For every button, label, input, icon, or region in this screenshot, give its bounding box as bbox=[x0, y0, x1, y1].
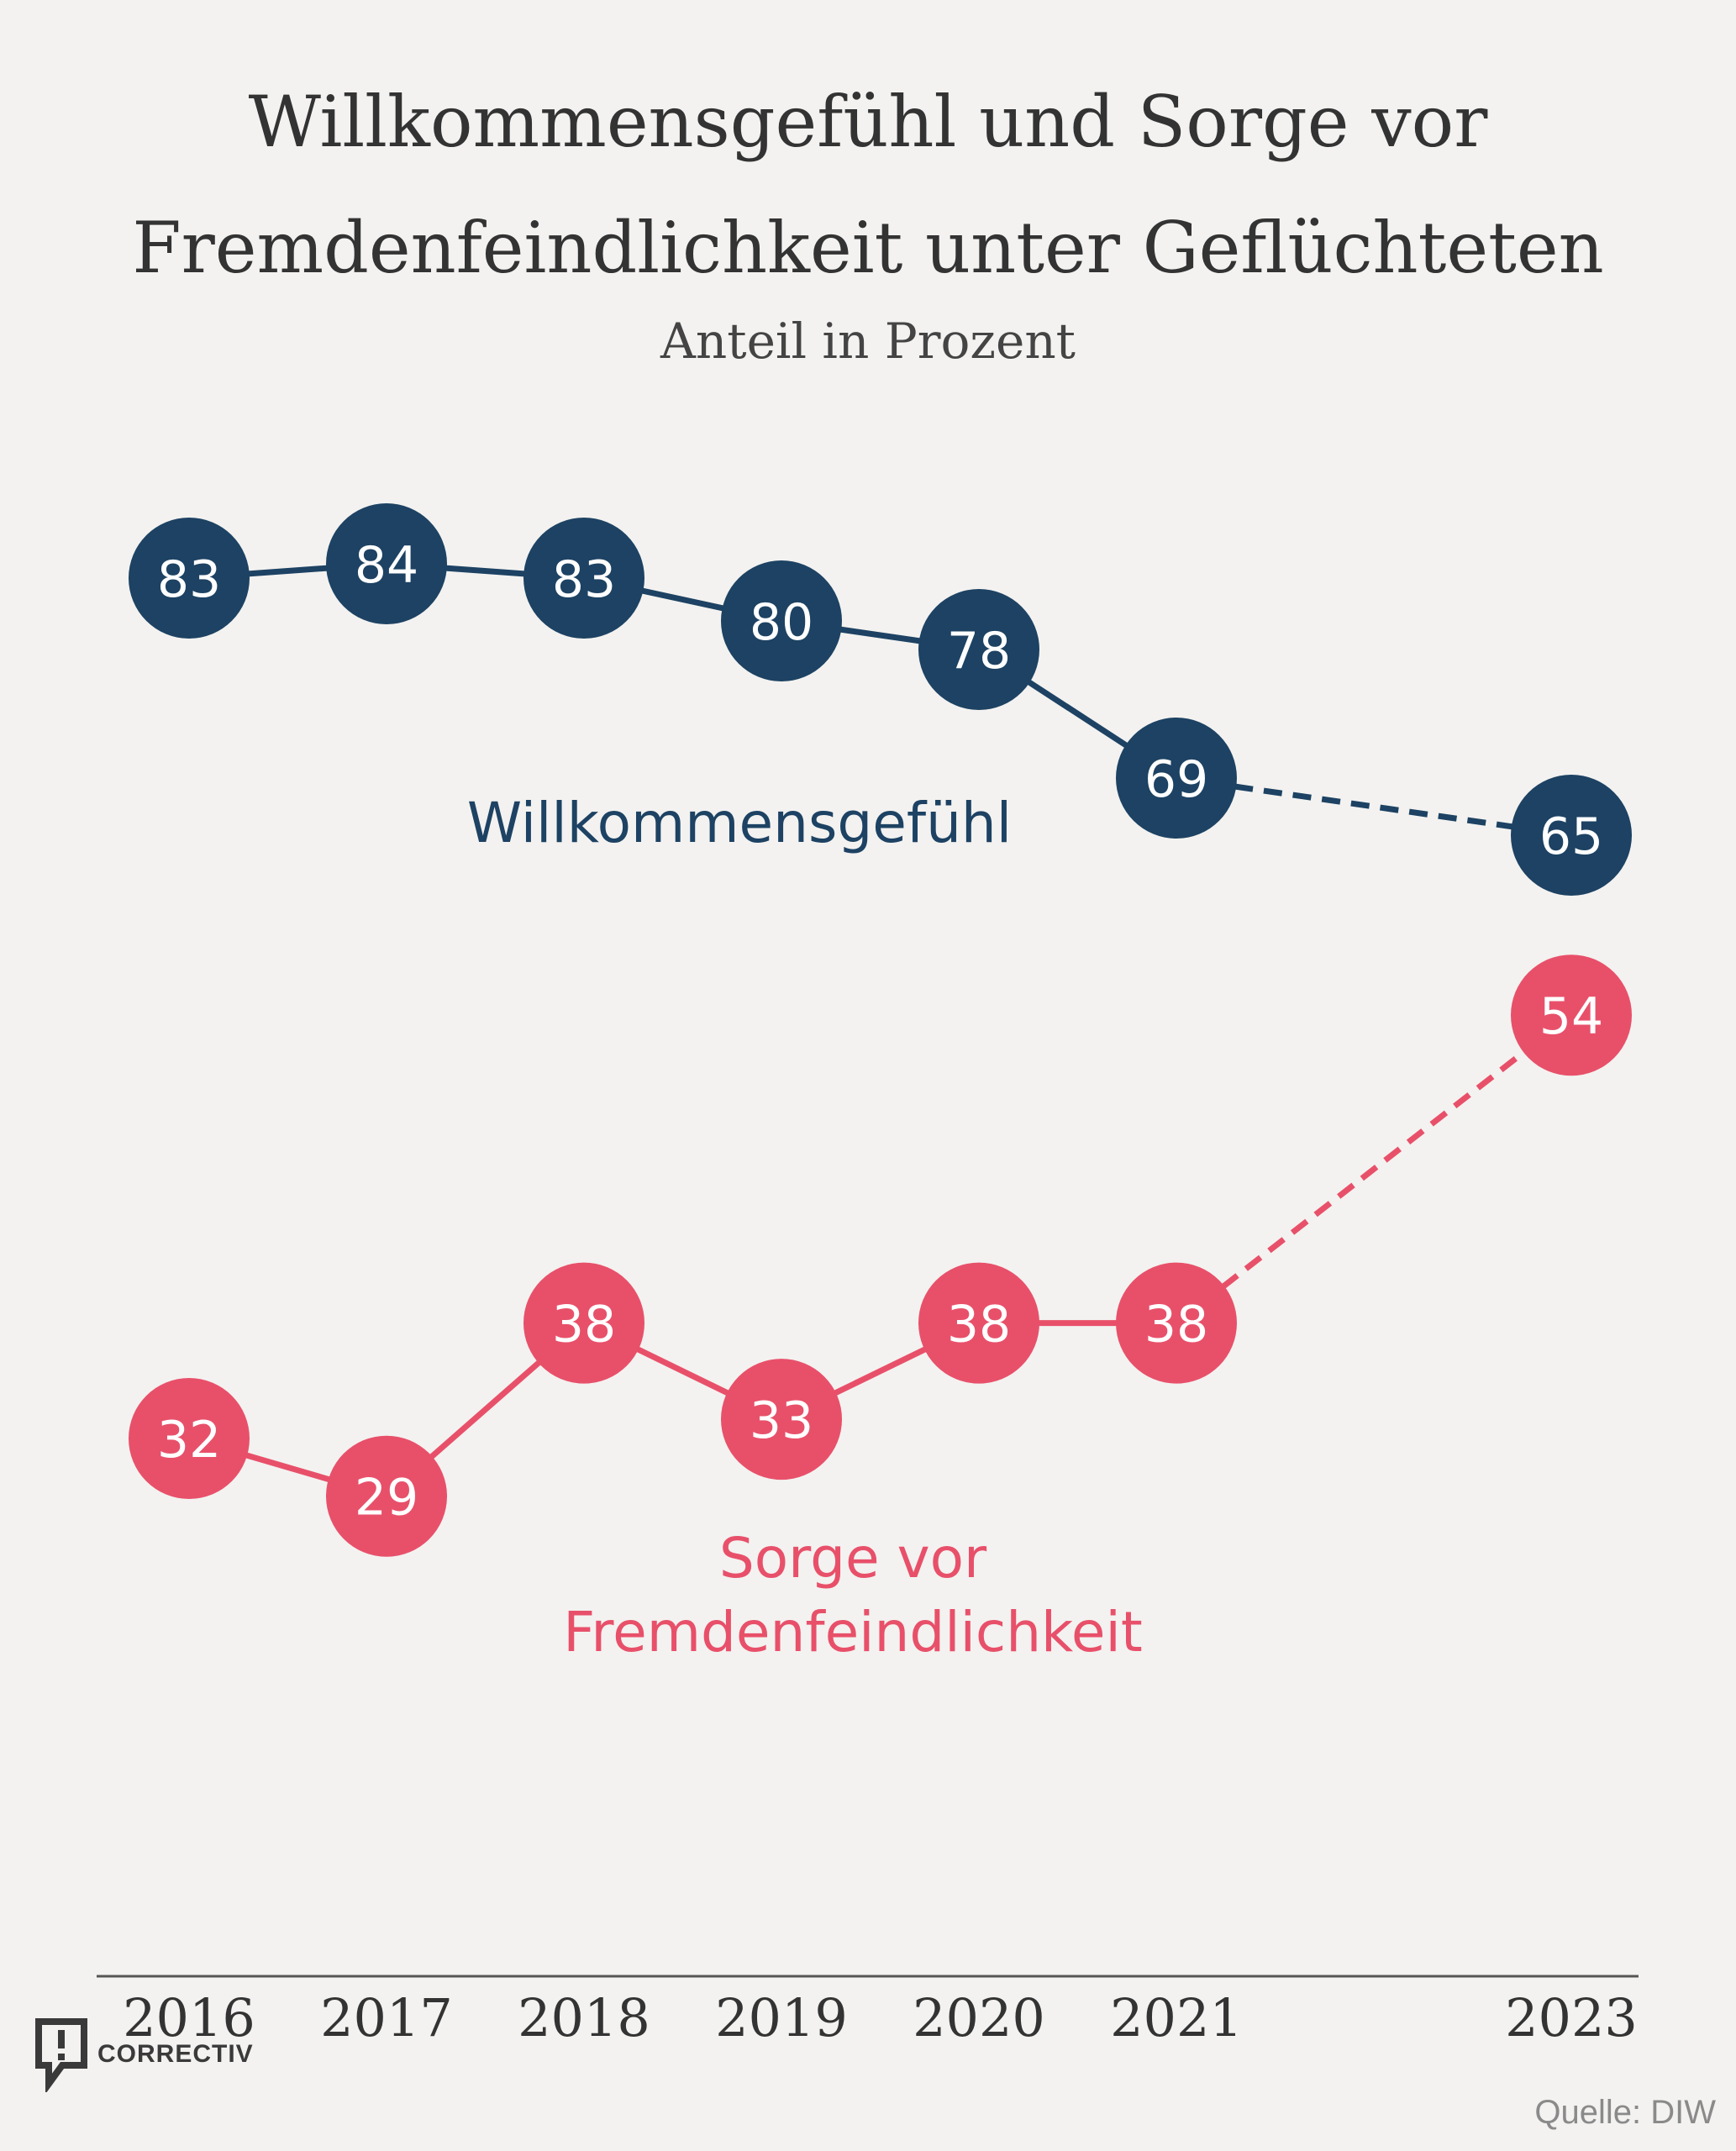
data-label: 69 bbox=[1144, 750, 1208, 809]
series-label-willkommensgefuehl: Willkommensgefühl bbox=[467, 791, 1012, 855]
data-label: 38 bbox=[947, 1296, 1011, 1354]
data-point bbox=[1511, 955, 1632, 1076]
x-tick-label: 2023 bbox=[1505, 1987, 1638, 2048]
series-line-dashed-segment bbox=[1174, 1012, 1574, 1326]
data-point bbox=[721, 1359, 842, 1480]
data-label: 54 bbox=[1539, 987, 1603, 1046]
data-point bbox=[523, 518, 644, 639]
data-point bbox=[1511, 775, 1632, 896]
data-label: 84 bbox=[355, 536, 418, 595]
chart-subtitle: Anteil in Prozent bbox=[660, 313, 1076, 370]
series-label-sorge-line: Sorge vor bbox=[719, 1526, 987, 1591]
data-point bbox=[918, 589, 1039, 710]
data-point bbox=[129, 518, 250, 639]
data-label: 65 bbox=[1539, 807, 1603, 866]
data-label: 83 bbox=[552, 550, 616, 609]
data-label: 38 bbox=[1144, 1296, 1208, 1354]
source-note: Quelle: DIW bbox=[1534, 2094, 1716, 2131]
data-point bbox=[721, 560, 842, 681]
data-label: 38 bbox=[552, 1296, 616, 1354]
data-label: 29 bbox=[355, 1469, 418, 1528]
x-tick-label: 2018 bbox=[518, 1987, 650, 2048]
chart-title: Willkommensgefühl und Sorge vor Fremdenf… bbox=[0, 59, 1736, 311]
logo-text: CORRECTIV bbox=[97, 2040, 254, 2068]
data-label: 78 bbox=[947, 622, 1011, 681]
x-tick-label: 2016 bbox=[123, 1987, 255, 2048]
correctiv-logo: CORRECTIV bbox=[34, 2017, 254, 2092]
data-point bbox=[1116, 1262, 1237, 1384]
data-point bbox=[918, 1262, 1039, 1384]
data-point bbox=[129, 1378, 250, 1499]
data-point bbox=[326, 1435, 447, 1557]
data-label: 80 bbox=[750, 593, 813, 652]
correctiv-speech-bubble-icon bbox=[35, 2018, 87, 2092]
x-tick-label: 2019 bbox=[715, 1987, 848, 2048]
data-label: 83 bbox=[157, 550, 221, 609]
data-point bbox=[523, 1262, 644, 1384]
data-point bbox=[1116, 718, 1237, 839]
x-tick-label: 2020 bbox=[913, 1987, 1045, 2048]
x-tick-label: 2021 bbox=[1110, 1987, 1243, 2048]
data-point bbox=[326, 503, 447, 624]
chart-title-line-2: Fremdenfeindlichkeit unter Geflüchteten bbox=[132, 207, 1604, 289]
data-label: 32 bbox=[157, 1411, 221, 1470]
series-line-dashed-segment bbox=[1176, 775, 1572, 839]
data-label: 33 bbox=[750, 1391, 813, 1450]
chart-title-line-1: Willkommensgefühl und Sorge vor bbox=[248, 81, 1488, 163]
x-tick-label: 2017 bbox=[320, 1987, 453, 2048]
series-label-sorge-line: Fremdenfeindlichkeit bbox=[563, 1600, 1142, 1665]
